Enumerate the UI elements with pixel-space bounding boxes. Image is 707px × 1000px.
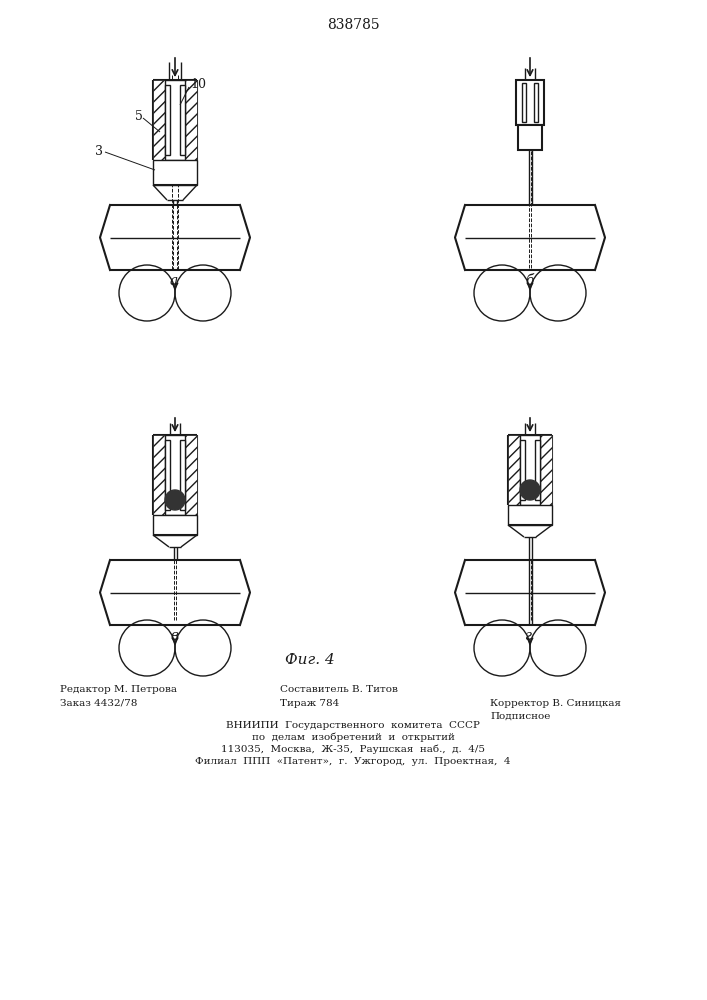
Bar [165,440,170,510]
Bar [520,435,540,505]
Text: Филиал  ППП  «Патент»,  г.  Ужгород,  ул.  Проектная,  4: Филиал ППП «Патент», г. Ужгород, ул. Про… [195,756,510,766]
Text: Составитель В. Титов: Составитель В. Титов [280,686,398,694]
Text: Фиг. 4: Фиг. 4 [285,653,335,667]
Text: б: б [525,274,534,288]
Bar [518,125,542,150]
Bar [516,80,544,125]
Text: 113035,  Москва,  Ж-35,  Раушская  наб.,  д.  4/5: 113035, Москва, Ж-35, Раушская наб., д. … [221,744,485,754]
Bar [180,440,185,510]
Bar [153,160,197,185]
Bar [185,435,197,515]
Bar [153,435,165,515]
Text: 3: 3 [95,145,103,158]
Text: Редактор М. Петрова: Редактор М. Петрова [60,686,177,694]
Bar [165,435,185,515]
Bar [535,440,540,500]
Bar [153,515,197,535]
Bar [165,80,185,160]
Bar [185,80,197,160]
Text: 838785: 838785 [327,18,380,32]
Text: а: а [170,274,178,288]
Circle shape [520,480,540,500]
Text: 10: 10 [190,78,206,91]
Text: Заказ 4432/78: Заказ 4432/78 [60,698,137,708]
Text: в: в [170,629,178,643]
Bar [153,80,165,160]
Text: Тираж 784: Тираж 784 [280,698,339,708]
Text: 5: 5 [135,110,143,123]
Bar [165,85,170,155]
Bar [522,83,526,122]
Circle shape [165,490,185,510]
Bar [508,505,552,525]
Bar [540,435,552,505]
Bar [520,440,525,500]
Text: г: г [525,629,532,643]
Text: Подписное: Подписное [490,712,550,720]
Text: Корректор В. Синицкая: Корректор В. Синицкая [490,698,621,708]
Text: ВНИИПИ  Государственного  комитета  СССР: ВНИИПИ Государственного комитета СССР [226,720,480,730]
Bar [534,83,538,122]
Text: по  делам  изобретений  и  открытий: по делам изобретений и открытий [252,732,455,742]
Bar [180,85,185,155]
Bar [508,435,520,505]
